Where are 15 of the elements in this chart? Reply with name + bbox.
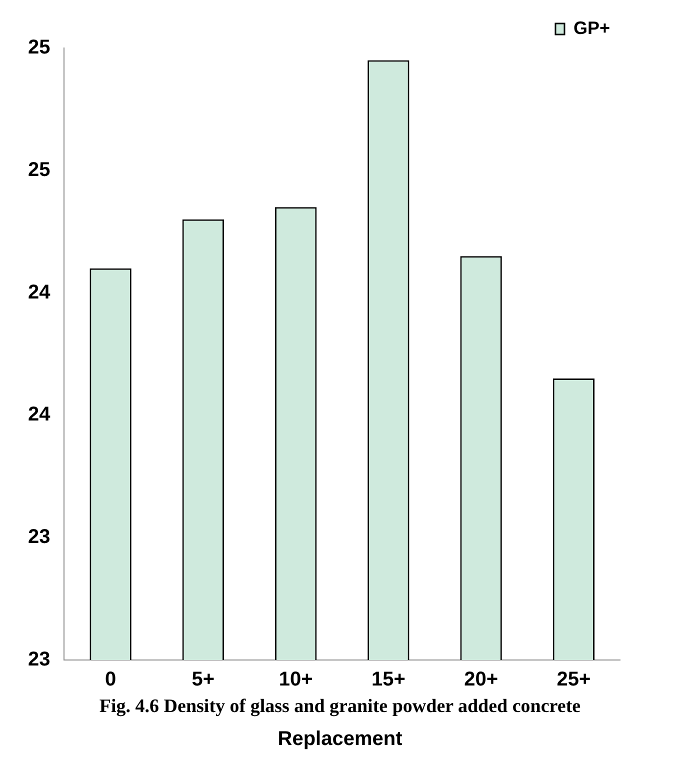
x-tick-label: 15+ bbox=[371, 668, 406, 691]
x-tick-label: 20+ bbox=[464, 668, 498, 691]
y-tick-label: 23 bbox=[28, 526, 50, 548]
y-tick-label: 23 bbox=[28, 648, 50, 671]
caption: Fig. 4.6 Density of glass and granite powder added concrete bbox=[98, 696, 582, 718]
x-tick-label: 25+ bbox=[556, 668, 591, 691]
y-tick-label: 25 bbox=[28, 158, 50, 181]
x-tick-label: 10+ bbox=[278, 668, 313, 691]
y-tick-label: 24 bbox=[28, 404, 52, 426]
x-tick-label: 5+ bbox=[192, 668, 215, 691]
y-tick-label: 24 bbox=[28, 281, 52, 304]
y-tick-label: 25 bbox=[28, 36, 50, 59]
x-axis-title: Replacement bbox=[276, 728, 404, 751]
x-tick-label: 0 bbox=[104, 668, 116, 691]
legend-label: GP+ bbox=[573, 18, 610, 38]
